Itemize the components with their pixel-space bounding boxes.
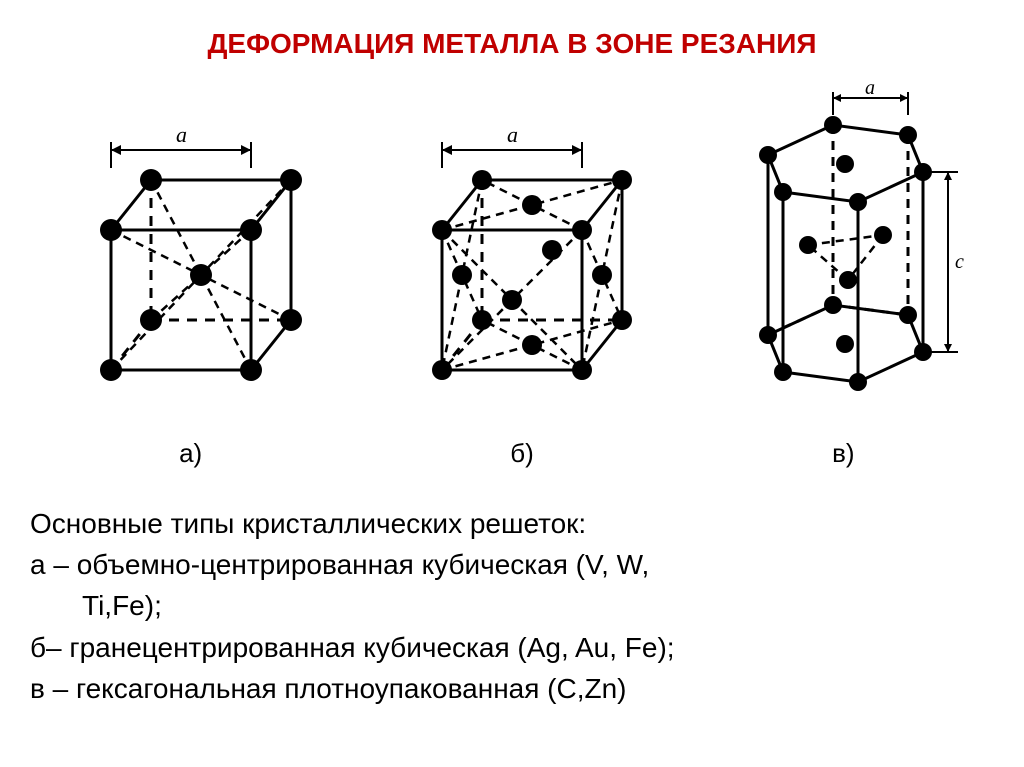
diagram-c: a c [713,80,973,469]
diagram-b: a [382,120,662,469]
text-line-a2: Ti,Fe); [30,586,994,625]
dim-label-c-side: c [955,251,964,273]
dim-label-a: a [176,122,187,147]
page-title: ДЕФОРМАЦИЯ МЕТАЛЛА В ЗОНЕ РЕЗАНИЯ [30,28,994,60]
sublabel-b: б) [510,438,534,469]
sublabel-a: а) [179,438,202,469]
text-line-a1: а – объемно-центрированная кубическая (V… [30,545,994,584]
text-heading: Основные типы кристаллических решеток: [30,504,994,543]
dim-label-c-top: a [865,80,875,99]
hcp-hex-svg: a c [713,80,973,420]
dim-label-b: a [507,122,518,147]
diagram-a: a [51,120,331,469]
text-line-b: б– гранецентрированная кубическая (Ag, A… [30,628,994,667]
fcc-cube-svg: a [382,120,662,420]
body-text: Основные типы кристаллических решеток: а… [30,504,994,708]
text-line-c: в – гексагональная плотноупакованная (C,… [30,669,994,708]
sublabel-c: в) [832,438,854,469]
diagram-row: a [30,80,994,469]
bcc-cube-svg: a [51,120,331,420]
